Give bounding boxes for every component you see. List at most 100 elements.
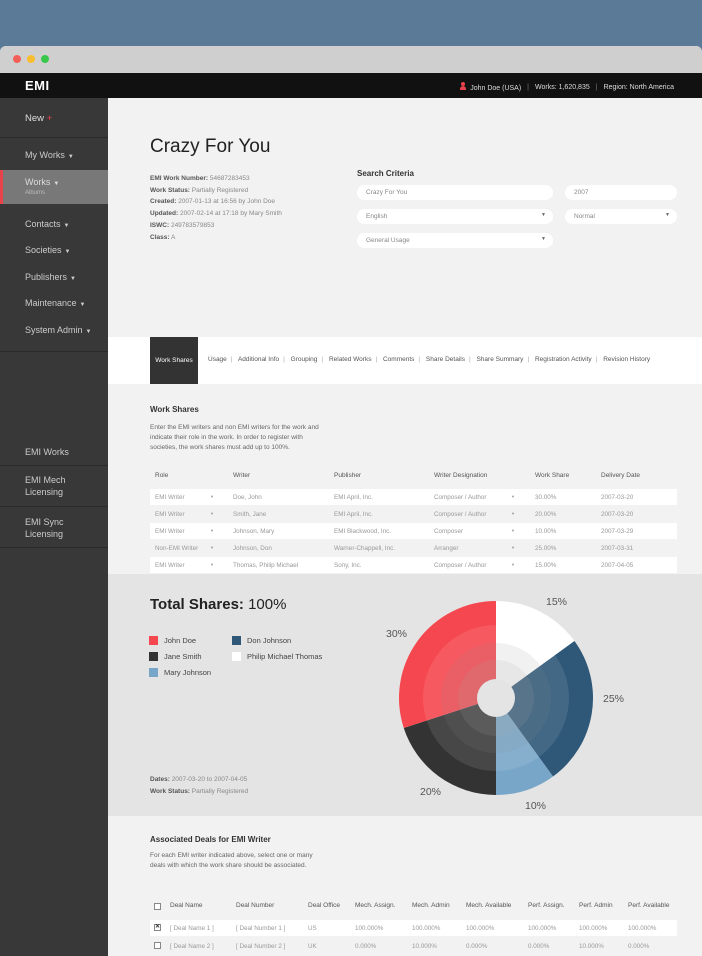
- tab-related-works[interactable]: Related Works: [328, 356, 372, 363]
- sidebar-item-societies[interactable]: Societies ▼: [0, 245, 108, 255]
- sidebar-subitem-albums[interactable]: Albums: [25, 190, 46, 196]
- writer-cell: Johnson, Mary: [233, 528, 275, 535]
- tab-grouping[interactable]: Grouping: [290, 356, 318, 363]
- date-cell[interactable]: 2007-03-31: [601, 545, 634, 552]
- tab-comments[interactable]: Comments: [382, 356, 415, 363]
- designation-select[interactable]: Arranger: [434, 545, 459, 552]
- usage-select[interactable]: General Usage ▼: [357, 233, 553, 248]
- date-cell[interactable]: 2007-03-20: [601, 494, 634, 501]
- legend-swatch: [149, 652, 158, 661]
- designation-select[interactable]: Composer / Author: [434, 511, 487, 518]
- priority-select[interactable]: Normal ▼: [565, 209, 677, 224]
- emi-logo[interactable]: EMI: [25, 78, 50, 93]
- role-select[interactable]: EMI Writer: [155, 562, 185, 569]
- year-input[interactable]: 2007: [565, 185, 677, 200]
- language-select[interactable]: English ▼: [357, 209, 553, 224]
- date-cell[interactable]: 2007-04-05: [601, 562, 634, 569]
- tab-share-summary[interactable]: Share Summary: [476, 356, 524, 363]
- designation-select[interactable]: Composer / Author: [434, 562, 487, 569]
- role-select[interactable]: EMI Writer: [155, 494, 185, 501]
- pie-slices: [399, 601, 593, 795]
- share-cell[interactable]: 30.00%: [535, 494, 557, 501]
- sidebar: New + My Works ▼ Works ▼ Albums Contacts ▼ …: [0, 98, 108, 956]
- sidebar-item-maintenance[interactable]: Maintenance ▼: [0, 298, 108, 308]
- date-cell[interactable]: 2007-03-29: [601, 528, 634, 535]
- writer-cell: Johnson, Don: [233, 545, 272, 552]
- designation-select[interactable]: Composer: [434, 528, 464, 535]
- sidebar-item-emi-works[interactable]: EMI Works: [25, 447, 69, 457]
- legend-item: John Doe: [149, 636, 196, 645]
- dropdown-arrow-icon: ▼: [511, 494, 515, 499]
- work-shares-title: Work Shares: [150, 405, 199, 414]
- user-link[interactable]: John Doe (USA): [460, 82, 521, 92]
- deal-office-cell: US: [308, 925, 317, 932]
- deal-checkbox[interactable]: ✕: [154, 924, 161, 931]
- legend-swatch: [232, 636, 241, 645]
- dates-line: Dates: 2007-03-20 to 2007-04-05: [150, 774, 248, 786]
- sidebar-item-contacts[interactable]: Contacts ▼: [0, 219, 108, 229]
- sidebar-item-publishers[interactable]: Publishers ▼: [0, 272, 108, 282]
- select-all-checkbox[interactable]: [154, 903, 161, 910]
- language-value: English: [366, 213, 388, 220]
- sidebar-item-emi-sync-licensing[interactable]: EMI Sync Licensing: [25, 517, 64, 539]
- date-cell[interactable]: 2007-03-20: [601, 511, 634, 518]
- column-header-perf-assign: Perf. Assign.: [528, 902, 565, 909]
- meta-label: Work Status:: [150, 186, 190, 194]
- legend-item: Don Johnson: [232, 636, 291, 645]
- tab-share-details[interactable]: Share Details: [425, 356, 465, 363]
- tab-separator: |: [418, 356, 421, 363]
- publisher-cell: Warner-Chappell, Inc.: [334, 545, 396, 552]
- sidebar-item-system-admin[interactable]: System Admin ▼: [0, 325, 108, 335]
- pie-slice-don-johnson[interactable]: [496, 640, 593, 777]
- sidebar-divider: [0, 506, 108, 507]
- caret-down-icon: ▼: [53, 181, 60, 187]
- pie-slice-jane-smith[interactable]: [403, 698, 496, 795]
- role-select[interactable]: EMI Writer: [155, 528, 185, 535]
- column-header-deal-name: Deal Name: [170, 902, 203, 909]
- perf-admin-cell: 10.000%: [579, 943, 604, 950]
- window-titlebar: [0, 46, 702, 73]
- role-select[interactable]: EMI Writer: [155, 511, 185, 518]
- sidebar-item-emi-mech-licensing[interactable]: EMI Mech Licensing: [25, 475, 66, 497]
- perf-assign-cell: 100.000%: [528, 925, 557, 932]
- deal-checkbox[interactable]: [154, 942, 161, 949]
- page-title: Crazy For You: [150, 136, 271, 157]
- designation-select[interactable]: Composer / Author: [434, 494, 487, 501]
- meta-value: Partially Registered: [191, 186, 249, 194]
- legend-item: Philip Michael Thomas: [232, 652, 322, 661]
- maximize-window-button[interactable]: [41, 55, 49, 63]
- title-search-input[interactable]: Crazy For You: [357, 185, 553, 200]
- share-cell[interactable]: 25.00%: [535, 545, 557, 552]
- tab-usage[interactable]: Usage: [208, 356, 227, 363]
- role-select[interactable]: Non-EMI Writer: [155, 545, 199, 552]
- column-header-writer-designation: Writer Designation: [434, 472, 488, 479]
- share-cell[interactable]: 10.00%: [535, 528, 557, 535]
- sidebar-item-works[interactable]: Works ▼ Albums: [0, 170, 108, 204]
- meta-line: EMI Work Number: 54687283453: [150, 173, 282, 185]
- pie-label-jane-smith: 20%: [420, 786, 442, 798]
- sidebar-item-my-works[interactable]: My Works ▼: [0, 150, 108, 160]
- tab-work-shares[interactable]: Work Shares: [150, 337, 198, 384]
- tab-additional-info[interactable]: Additional Info: [237, 356, 280, 363]
- dropdown-arrow-icon: ▼: [541, 236, 546, 242]
- share-cell[interactable]: 20.00%: [535, 511, 557, 518]
- tab-separator: |: [283, 356, 285, 363]
- main-content: Crazy For You EMI Work Number: 546872834…: [108, 98, 702, 956]
- writer-cell: Smith, Jane: [233, 511, 267, 518]
- pie-label-john-doe: 30%: [386, 628, 408, 640]
- tab-revision-history[interactable]: Revision History: [603, 356, 651, 363]
- pie-slice-mary-johnson[interactable]: [496, 698, 554, 795]
- deal-name-cell[interactable]: [ Deal Name 2 ]: [170, 943, 214, 950]
- close-window-button[interactable]: [13, 55, 21, 63]
- minimize-window-button[interactable]: [27, 55, 35, 63]
- pie-slice-philip-michael-thomas[interactable]: [496, 601, 575, 698]
- work-shares-description: Enter the EMI writers and non EMI writer…: [150, 424, 319, 451]
- total-shares-label: Total Shares:: [150, 596, 244, 613]
- share-cell[interactable]: 15.00%: [535, 562, 557, 569]
- region-selector[interactable]: Region: North America: [603, 83, 674, 91]
- sidebar-new-button[interactable]: New +: [0, 113, 108, 124]
- table-row: EMI Writer ▼ Thomas, Philip Michael Sony,…: [150, 557, 677, 573]
- tab-registration-activity[interactable]: Registration Activity: [534, 356, 592, 363]
- pie-slice-john-doe[interactable]: [399, 601, 496, 728]
- deal-name-cell[interactable]: [ Deal Name 1 ]: [170, 925, 214, 932]
